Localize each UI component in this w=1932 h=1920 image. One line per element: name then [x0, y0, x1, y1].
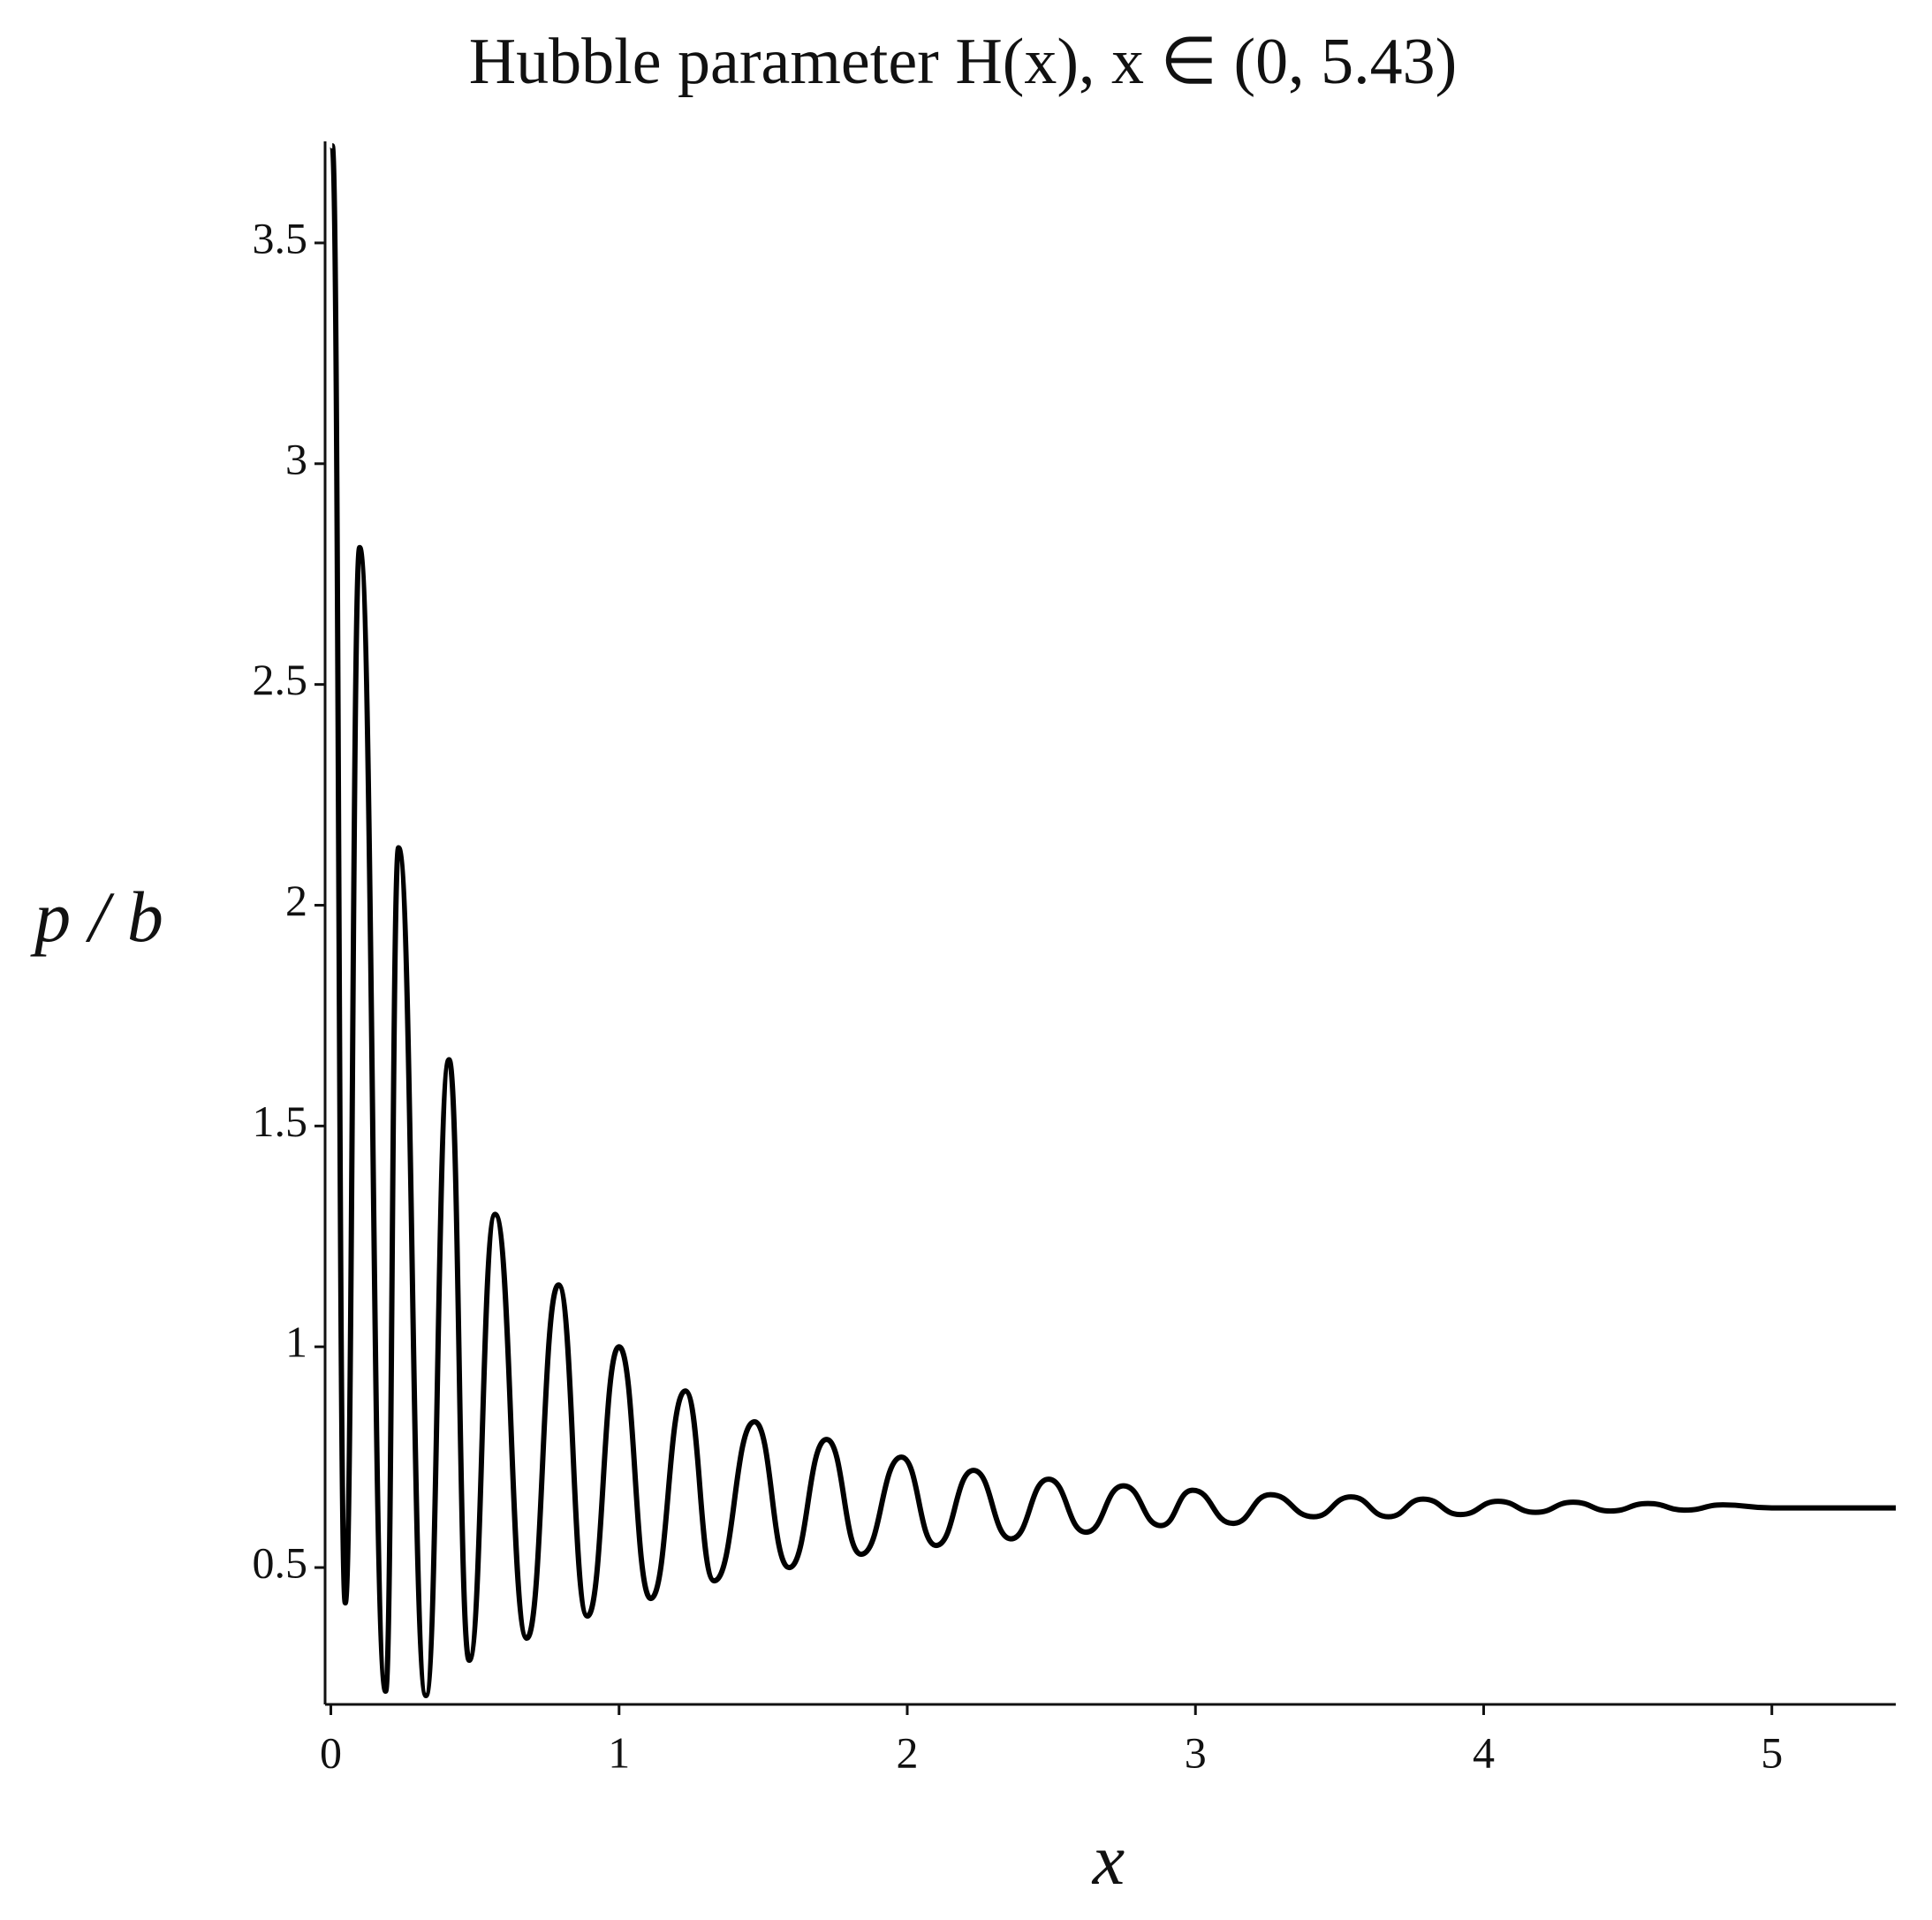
y-tick-label: 1: [285, 1317, 307, 1367]
y-tick-label: 3: [285, 434, 307, 483]
x-tick-label: 4: [1473, 1727, 1495, 1777]
x-tick-label: 3: [1185, 1727, 1207, 1777]
y-tick-label: 1.5: [253, 1097, 308, 1146]
x-tick-label: 0: [320, 1727, 342, 1777]
x-tick-label: 1: [608, 1727, 630, 1777]
x-tick-label: 2: [897, 1727, 919, 1777]
y-tick-label: 2.5: [253, 655, 308, 704]
y-axis-label: p / b: [30, 877, 163, 957]
y-tick-label: 3.5: [253, 213, 308, 262]
y-tick-label: 0.5: [253, 1538, 308, 1588]
x-tick-label: 5: [1761, 1727, 1783, 1777]
y-tick-label: 2: [285, 876, 307, 925]
chart-title: Hubble parameter H(x), x ∈ (0, 5.43): [469, 26, 1458, 98]
x-axis-label: x: [1092, 1819, 1125, 1900]
data-line: [330, 143, 1896, 1699]
